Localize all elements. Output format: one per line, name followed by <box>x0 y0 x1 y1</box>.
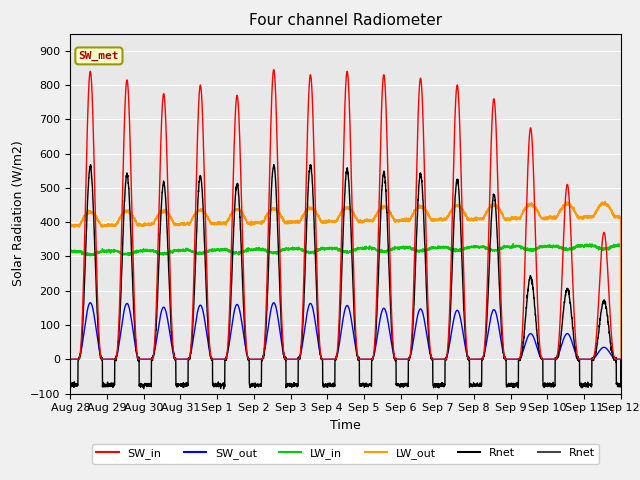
LW_in <box>565 246 573 252</box>
SW_in <box>67 357 74 362</box>
LW_out <box>602 199 609 204</box>
Rnet <box>399 384 407 390</box>
SW_in <box>270 67 278 72</box>
Title: Four channel Radiometer: Four channel Radiometer <box>249 13 442 28</box>
Line: LW_in: LW_in <box>70 244 621 360</box>
SW_in <box>220 357 228 362</box>
SW_out <box>220 357 228 362</box>
LW_in <box>220 247 228 252</box>
Line: SW_out: SW_out <box>70 303 621 360</box>
SW_in <box>399 357 407 362</box>
Rnet <box>617 384 625 390</box>
LW_in <box>399 246 407 252</box>
LW_out <box>617 357 625 362</box>
LW_out <box>184 222 192 228</box>
SW_out <box>86 300 94 306</box>
SW_out <box>617 357 625 362</box>
LW_out <box>409 212 417 218</box>
SW_out <box>184 356 192 362</box>
Y-axis label: Solar Radiation (W/m2): Solar Radiation (W/m2) <box>12 141 25 287</box>
SW_in <box>184 357 192 362</box>
LW_out <box>67 223 74 228</box>
Line: SW_in: SW_in <box>70 70 621 360</box>
LW_out <box>617 214 625 219</box>
Rnet <box>184 355 192 361</box>
SW_in <box>617 357 625 362</box>
Rnet <box>409 320 417 326</box>
LW_in <box>67 248 74 254</box>
Rnet <box>270 162 278 168</box>
Line: Rnet: Rnet <box>70 165 621 389</box>
SW_in <box>565 190 573 195</box>
SW_out <box>617 357 625 362</box>
LW_in <box>409 246 417 252</box>
LW_out <box>220 221 228 227</box>
LW_in <box>617 242 625 248</box>
LW_in <box>617 357 625 362</box>
LW_out <box>399 218 407 224</box>
LW_in <box>184 248 192 253</box>
SW_out <box>565 332 573 337</box>
LW_in <box>509 241 517 247</box>
Rnet <box>617 357 625 363</box>
SW_out <box>399 357 407 362</box>
Rnet <box>220 383 228 388</box>
Line: LW_out: LW_out <box>70 202 621 360</box>
SW_in <box>409 306 417 312</box>
Rnet <box>220 386 227 392</box>
Rnet <box>67 380 74 386</box>
X-axis label: Time: Time <box>330 419 361 432</box>
SW_out <box>409 340 417 346</box>
SW_in <box>617 357 625 362</box>
Rnet <box>565 288 573 293</box>
Legend: SW_in, SW_out, LW_in, LW_out, Rnet, Rnet: SW_in, SW_out, LW_in, LW_out, Rnet, Rnet <box>92 444 599 464</box>
Text: SW_met: SW_met <box>79 51 119 61</box>
LW_out <box>564 201 572 207</box>
SW_out <box>67 357 74 362</box>
